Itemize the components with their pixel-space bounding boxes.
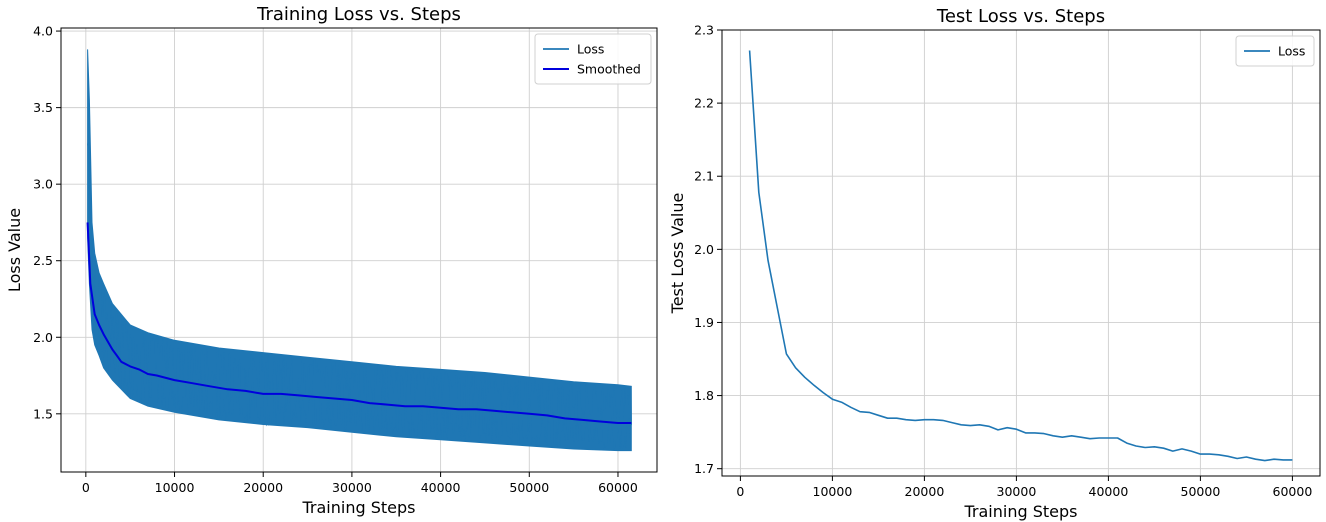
test-loss-y-axis-label: Test Loss Value — [668, 193, 687, 315]
test-loss-x-tick-label: 0 — [736, 484, 744, 499]
training-loss-series-loss-line — [87, 142, 632, 451]
training-loss-x-tick-label: 40000 — [421, 480, 461, 495]
training-loss-y-tick-label: 4.0 — [33, 24, 53, 39]
test-loss-y-tick-label: 1.7 — [694, 461, 714, 476]
test-loss-x-tick-label: 50000 — [1181, 484, 1221, 499]
test-loss-x-tick-label: 30000 — [997, 484, 1037, 499]
test-loss-y-tick-label: 1.9 — [694, 315, 714, 330]
test-loss-y-tick-label: 1.8 — [694, 388, 714, 403]
training-loss-y-tick-label: 2.0 — [33, 330, 53, 345]
test-loss-chart-title: Test Loss vs. Steps — [936, 6, 1105, 27]
training-loss-x-tick-label: 30000 — [332, 480, 372, 495]
training-loss-legend-label: Loss — [577, 42, 604, 57]
test-loss-x-tick-label: 20000 — [905, 484, 945, 499]
test-loss-chart: 0 10000 20000 30000 40000 50000 60000 1.7 1.8 1.9… — [668, 6, 1321, 521]
training-loss-y-tick-label: 3.5 — [33, 100, 53, 115]
training-loss-x-tick-label: 50000 — [509, 480, 549, 495]
training-loss-y-axis-label: Loss Value — [5, 208, 24, 292]
training-loss-legend-label: Smoothed — [577, 62, 641, 77]
training-loss-x-tick-label: 0 — [82, 480, 90, 495]
test-loss-legend-label: Loss — [1278, 44, 1305, 59]
training-loss-y-tick-label: 3.0 — [33, 177, 53, 192]
training-loss-chart: 0 10000 20000 30000 40000 50000 60000 1.5 2.0 2.5… — [5, 4, 658, 517]
training-loss-y-tick-label: 1.5 — [33, 406, 53, 421]
test-loss-y-tick-label: 2.1 — [694, 169, 714, 184]
training-loss-series-loss-band — [87, 49, 632, 452]
training-loss-legend-box — [534, 33, 652, 85]
test-loss-x-axis-label: Training Steps — [964, 502, 1078, 521]
training-loss-chart-title: Training Loss vs. Steps — [256, 4, 461, 25]
test-loss-plot-frame — [721, 29, 1321, 477]
training-loss-x-tick-label: 60000 — [598, 480, 638, 495]
training-loss-x-tick-label: 20000 — [243, 480, 283, 495]
test-loss-x-tick-label: 60000 — [1273, 484, 1313, 499]
training-loss-x-tick-label: 10000 — [155, 480, 195, 495]
test-loss-y-tick-label: 2.3 — [694, 23, 714, 38]
test-loss-y-tick-label: 2.2 — [694, 96, 714, 111]
test-loss-x-tick-label: 40000 — [1089, 484, 1129, 499]
test-loss-y-tick-label: 2.0 — [694, 242, 714, 257]
test-loss-series-loss-line — [748, 50, 1293, 462]
test-loss-x-tick-label: 10000 — [813, 484, 853, 499]
test-loss-legend: Loss — [1235, 35, 1315, 67]
test-loss-legend-box — [1235, 35, 1315, 67]
training-loss-legend: Loss Smoothed — [534, 33, 652, 85]
training-loss-y-tick-label: 2.5 — [33, 253, 53, 268]
training-loss-x-axis-label: Training Steps — [302, 498, 416, 517]
training-loss-series-smoothed-line — [86, 222, 632, 424]
training-loss-plot-frame — [60, 27, 658, 473]
